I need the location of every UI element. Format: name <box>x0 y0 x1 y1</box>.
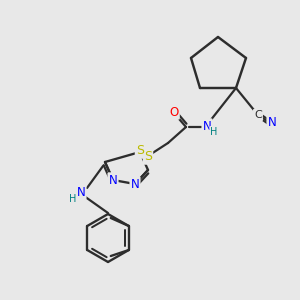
Text: C: C <box>254 110 262 120</box>
Text: N: N <box>202 119 211 133</box>
Text: S: S <box>144 151 152 164</box>
Text: N: N <box>76 185 85 199</box>
Text: N: N <box>268 116 276 130</box>
Text: S: S <box>136 145 144 158</box>
Text: N: N <box>109 173 117 187</box>
Text: N: N <box>130 178 140 190</box>
Text: H: H <box>69 194 77 204</box>
Text: H: H <box>210 127 218 137</box>
Text: O: O <box>169 106 178 118</box>
